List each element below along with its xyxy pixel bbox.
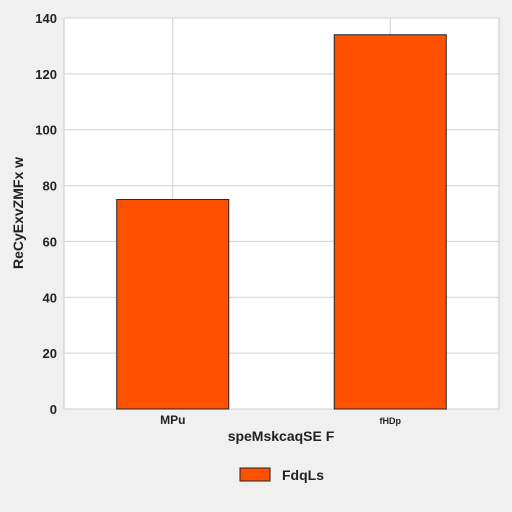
y-tick-label: 80 — [43, 179, 57, 194]
x-tick-label: MPu — [160, 413, 185, 427]
bar-MPu — [117, 200, 229, 409]
legend-label: FdqLs — [282, 467, 324, 483]
legend: FdqLs — [240, 467, 324, 483]
x-axis-title: speMskcaqSE F — [228, 428, 335, 444]
y-tick-label: 140 — [35, 11, 57, 26]
y-tick-label: 20 — [43, 346, 57, 361]
legend-swatch — [240, 468, 270, 481]
x-axis-ticks: MPu fHDp — [160, 413, 401, 427]
y-tick-label: 120 — [35, 67, 57, 82]
y-tick-label: 40 — [43, 290, 57, 305]
y-axis-ticks: 0 20 40 60 80 100 120 140 — [35, 11, 57, 417]
y-tick-label: 100 — [35, 123, 57, 138]
x-tick-label: fHDp — [380, 416, 402, 426]
y-tick-label: 0 — [50, 402, 57, 417]
y-axis-title: ReCyExvZMFx w — [10, 157, 26, 269]
y-tick-label: 60 — [43, 234, 57, 249]
bar-fHDp — [334, 35, 446, 409]
